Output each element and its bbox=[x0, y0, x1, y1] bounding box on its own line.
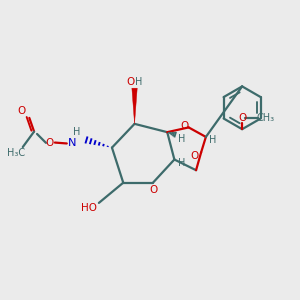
Text: O: O bbox=[150, 185, 158, 195]
Text: CH₃: CH₃ bbox=[256, 113, 274, 123]
Text: N: N bbox=[68, 138, 76, 148]
Text: O: O bbox=[190, 151, 199, 161]
Text: H: H bbox=[178, 158, 185, 168]
Text: O: O bbox=[180, 121, 188, 131]
Polygon shape bbox=[132, 88, 137, 124]
Text: H: H bbox=[209, 136, 217, 146]
Text: H₃C: H₃C bbox=[7, 148, 25, 158]
Text: H: H bbox=[178, 134, 185, 144]
Text: H: H bbox=[135, 76, 142, 87]
Text: O: O bbox=[238, 113, 246, 123]
Text: HO: HO bbox=[81, 203, 97, 213]
Text: O: O bbox=[45, 139, 54, 148]
Text: O: O bbox=[127, 76, 135, 87]
Text: O: O bbox=[17, 106, 26, 116]
Text: H: H bbox=[73, 127, 80, 136]
